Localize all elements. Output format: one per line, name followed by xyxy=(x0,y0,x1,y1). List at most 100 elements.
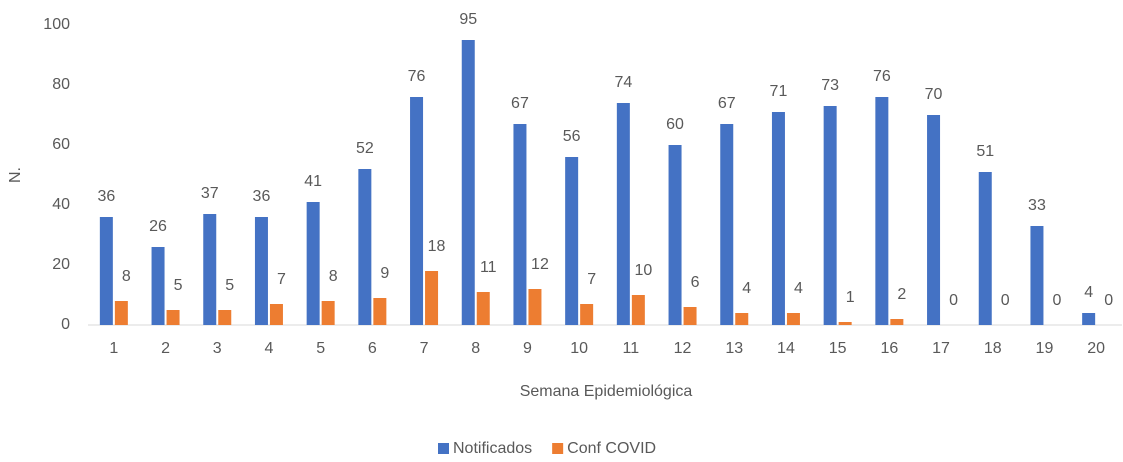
bar xyxy=(565,157,579,325)
data-label: 67 xyxy=(511,95,529,112)
data-label: 33 xyxy=(1028,197,1046,214)
y-tick-label: 0 xyxy=(61,316,70,333)
data-label: 7 xyxy=(587,271,596,288)
data-label: 5 xyxy=(225,277,234,294)
bar xyxy=(166,310,180,325)
x-tick-label: 20 xyxy=(1087,340,1105,357)
x-tick-label: 15 xyxy=(829,340,847,357)
bar xyxy=(875,97,889,325)
bar xyxy=(668,145,682,325)
bar xyxy=(528,289,542,325)
data-label: 10 xyxy=(634,262,652,279)
data-label: 76 xyxy=(873,68,891,85)
data-label: 7 xyxy=(277,271,286,288)
x-tick-label: 12 xyxy=(674,340,692,357)
bar xyxy=(306,202,320,325)
data-label: 12 xyxy=(531,256,549,273)
bar xyxy=(720,124,734,325)
bar xyxy=(218,310,232,325)
x-tick-label: 13 xyxy=(725,340,743,357)
bar xyxy=(631,295,645,325)
data-label: 4 xyxy=(794,280,803,297)
bar xyxy=(425,271,439,325)
data-label: 60 xyxy=(666,116,684,133)
bar xyxy=(461,40,475,325)
bar xyxy=(321,301,335,325)
bar xyxy=(1030,226,1044,325)
data-label: 95 xyxy=(459,11,477,28)
x-tick-label: 16 xyxy=(880,340,898,357)
data-label: 56 xyxy=(563,128,581,145)
x-tick-label: 1 xyxy=(109,340,118,357)
bar xyxy=(358,169,372,325)
y-tick-label: 20 xyxy=(52,256,70,273)
bar xyxy=(771,112,785,325)
data-label: 52 xyxy=(356,140,374,157)
data-label: 36 xyxy=(97,188,115,205)
x-tick-label: 17 xyxy=(932,340,950,357)
data-label: 51 xyxy=(976,143,994,160)
data-label: 67 xyxy=(718,95,736,112)
bar xyxy=(580,304,594,325)
bar xyxy=(683,307,697,325)
y-tick-label: 60 xyxy=(52,136,70,153)
x-axis-title: Semana Epidemiológica xyxy=(520,383,693,400)
data-label: 9 xyxy=(380,265,389,282)
legend-swatch xyxy=(438,443,449,454)
y-axis-title: N. xyxy=(7,167,24,183)
data-label: 26 xyxy=(149,218,167,235)
bar xyxy=(203,214,217,325)
bar xyxy=(616,103,630,325)
x-tick-label: 9 xyxy=(523,340,532,357)
data-label: 11 xyxy=(480,259,497,276)
data-label: 37 xyxy=(201,185,219,202)
x-tick-label: 3 xyxy=(213,340,222,357)
bar xyxy=(890,319,904,325)
data-label: 4 xyxy=(1084,284,1093,301)
x-tick-label: 8 xyxy=(471,340,480,357)
bar xyxy=(978,172,992,325)
bar xyxy=(823,106,837,325)
data-label: 5 xyxy=(174,277,183,294)
x-tick-label: 11 xyxy=(623,340,640,357)
bar xyxy=(373,298,387,325)
data-label: 8 xyxy=(329,268,338,285)
y-tick-label: 100 xyxy=(43,16,70,33)
data-label: 0 xyxy=(1001,292,1010,309)
data-label: 2 xyxy=(897,286,906,303)
x-tick-label: 14 xyxy=(777,340,795,357)
bar xyxy=(476,292,490,325)
x-tick-label: 4 xyxy=(264,340,273,357)
y-tick-label: 80 xyxy=(52,76,70,93)
x-tick-label: 10 xyxy=(570,340,588,357)
bar xyxy=(254,217,268,325)
x-tick-label: 7 xyxy=(420,340,429,357)
data-label: 4 xyxy=(742,280,751,297)
bar xyxy=(410,97,424,325)
legend-label: Notificados xyxy=(453,440,532,457)
data-label: 1 xyxy=(846,289,855,306)
bar xyxy=(927,115,941,325)
data-label: 0 xyxy=(949,292,958,309)
legend-swatch xyxy=(552,443,564,454)
data-label: 0 xyxy=(1052,292,1061,309)
data-label: 0 xyxy=(1104,292,1113,309)
data-label: 18 xyxy=(428,238,446,255)
data-label: 76 xyxy=(408,68,426,85)
bar xyxy=(151,247,165,325)
bar xyxy=(114,301,128,325)
bar xyxy=(786,313,800,325)
bar xyxy=(1082,313,1096,325)
x-tick-label: 6 xyxy=(368,340,377,357)
bar xyxy=(838,322,852,325)
data-label: 41 xyxy=(304,173,322,190)
x-tick-label: 19 xyxy=(1036,340,1054,357)
x-tick-label: 5 xyxy=(316,340,325,357)
data-label: 73 xyxy=(821,77,839,94)
data-label: 36 xyxy=(253,188,271,205)
bar xyxy=(513,124,527,325)
x-tick-label: 18 xyxy=(984,340,1002,357)
data-label: 71 xyxy=(770,83,788,100)
bar xyxy=(269,304,283,325)
data-label: 74 xyxy=(614,74,632,91)
